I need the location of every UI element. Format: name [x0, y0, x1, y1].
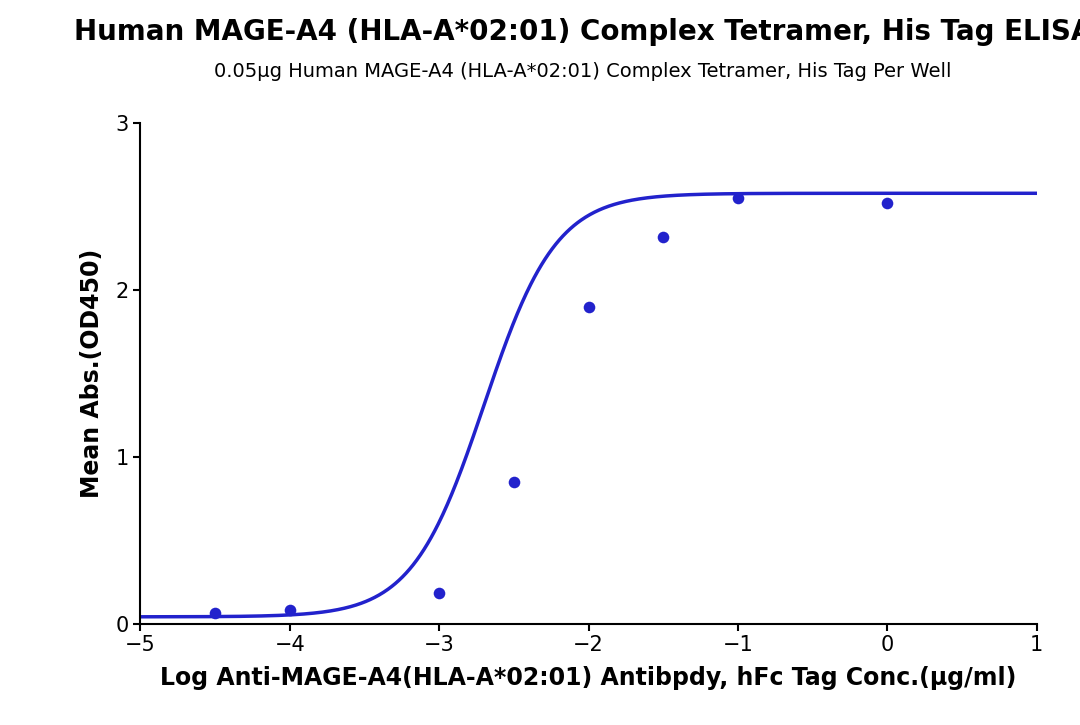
X-axis label: Log Anti-MAGE-A4(HLA-A*02:01) Antibpdy, hFc Tag Conc.(µg/ml): Log Anti-MAGE-A4(HLA-A*02:01) Antibpdy, …	[161, 666, 1016, 690]
Point	[580, 301, 597, 312]
Point	[431, 588, 448, 600]
Text: Human MAGE-A4 (HLA-A*02:01) Complex Tetramer, His Tag ELISA: Human MAGE-A4 (HLA-A*02:01) Complex Tetr…	[75, 18, 1080, 46]
Text: 0.05µg Human MAGE-A4 (HLA-A*02:01) Complex Tetramer, His Tag Per Well: 0.05µg Human MAGE-A4 (HLA-A*02:01) Compl…	[215, 62, 951, 80]
Y-axis label: Mean Abs.(OD450): Mean Abs.(OD450)	[80, 249, 105, 498]
Point	[654, 231, 672, 242]
Point	[281, 605, 298, 616]
Point	[505, 476, 523, 488]
Point	[729, 193, 746, 204]
Point	[206, 608, 224, 619]
Point	[879, 197, 896, 209]
